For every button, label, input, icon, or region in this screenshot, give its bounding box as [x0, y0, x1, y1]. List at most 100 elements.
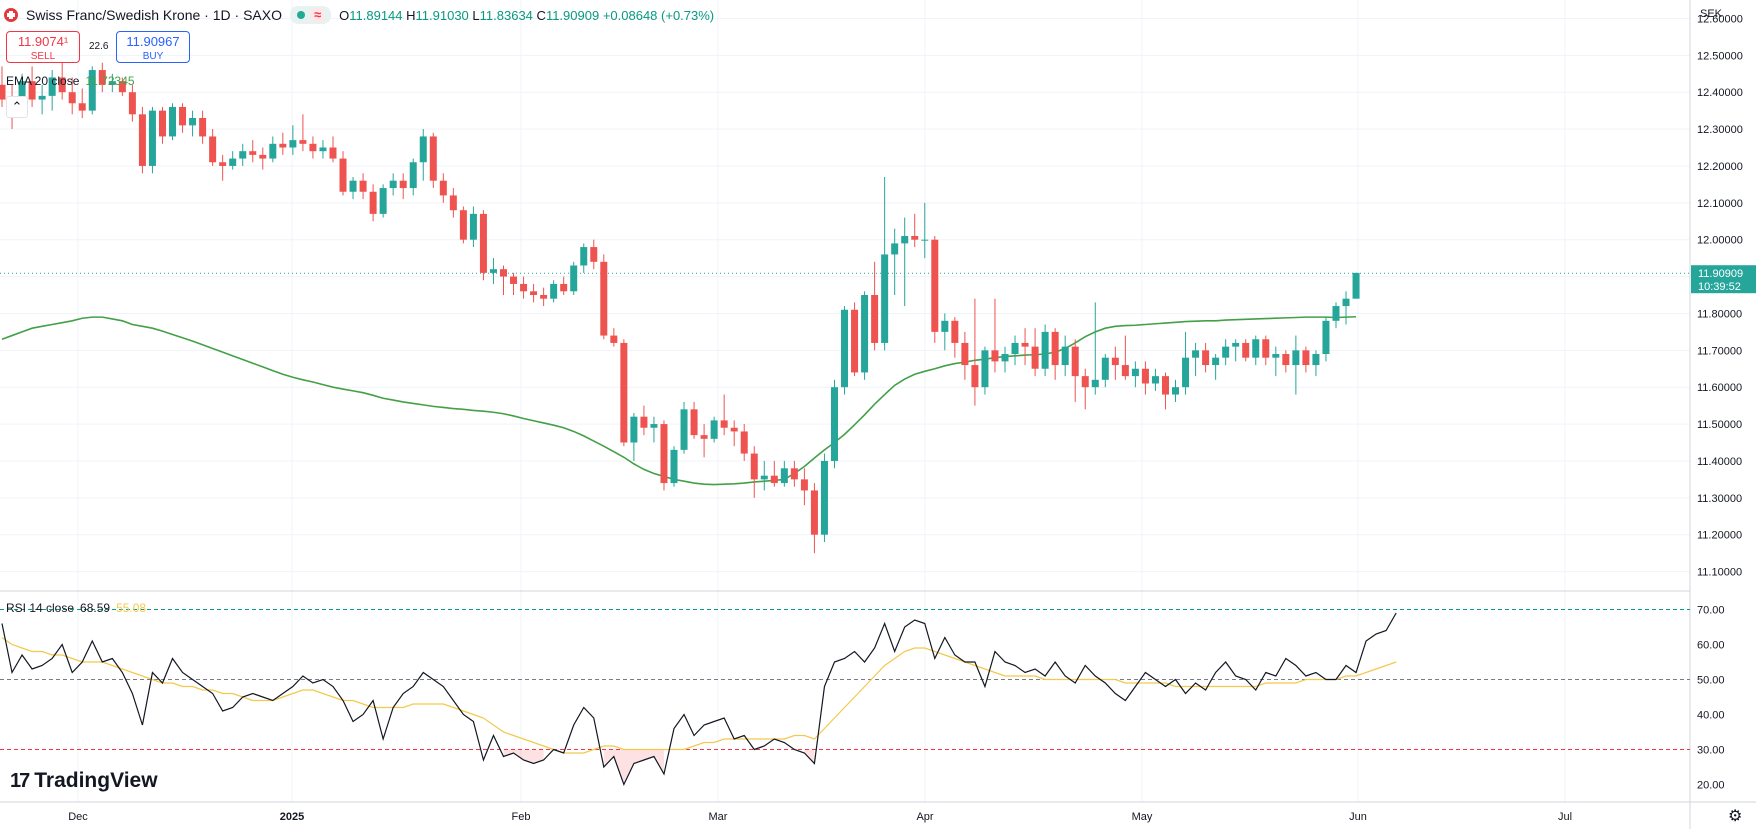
time-tick-label: May: [1132, 811, 1153, 823]
candle-body: [1141, 368, 1149, 384]
candle-body: [1222, 346, 1230, 358]
candle-body: [500, 269, 507, 277]
candle-body: [88, 70, 96, 111]
candle-body: [489, 269, 497, 273]
candle-body: [1021, 342, 1029, 347]
rsi-tick-label: 60.00: [1697, 640, 1725, 652]
candle-body: [780, 468, 788, 484]
rsi-oversold-fill: [804, 749, 815, 764]
price-tick-label: 11.70000: [1697, 345, 1742, 357]
candle-body: [369, 191, 377, 214]
candle-body: [1061, 346, 1069, 366]
candle-body: [1071, 346, 1079, 377]
rsi-label: RSI 14 close: [6, 601, 75, 615]
candle-body: [1282, 354, 1290, 366]
candle-body: [871, 295, 879, 343]
candle-body: [1212, 357, 1220, 366]
candle-body: [219, 162, 227, 166]
time-tick-label: Jun: [1349, 811, 1367, 823]
candle-body: [18, 81, 26, 111]
price-tick-label: 12.60000: [1697, 13, 1743, 25]
candle-body: [570, 265, 578, 292]
time-tick-label: Jul: [1558, 811, 1572, 823]
candle-body: [269, 143, 277, 159]
candle-body: [199, 118, 207, 137]
candle-body: [550, 283, 558, 299]
candle-body: [730, 427, 738, 432]
candle-body: [1302, 350, 1310, 366]
buy-button[interactable]: 11.90967 BUY: [116, 31, 190, 63]
candle-body: [841, 309, 849, 388]
candle-body: [660, 424, 668, 484]
rsi-value: 68.59: [80, 601, 111, 615]
ema-legend[interactable]: EMA 20 close 11.72345: [6, 74, 135, 88]
candle-body: [590, 247, 598, 262]
candle-body: [339, 158, 347, 192]
candle-body: [58, 77, 66, 93]
price-tag-value: 11.90909: [1698, 268, 1743, 280]
candle-body: [189, 118, 197, 126]
sell-price: 11.9074¹: [17, 34, 69, 49]
candle-body: [961, 342, 969, 366]
candle-body: [78, 103, 86, 111]
candle-body: [128, 92, 136, 115]
candle-body: [439, 180, 447, 196]
candle-body: [329, 147, 337, 159]
candle-body: [479, 213, 487, 273]
candle-body: [700, 435, 708, 439]
spread-value: 22.6: [89, 41, 109, 52]
price-tick-label: 12.00000: [1697, 235, 1743, 247]
candle-body: [740, 431, 748, 454]
time-tick-label: Apr: [916, 811, 933, 823]
gear-icon[interactable]: ⚙: [1728, 808, 1743, 825]
candle-body: [861, 295, 869, 373]
rsi-ma-value: 55.08: [116, 601, 147, 615]
candle-body: [229, 158, 237, 166]
candle-body: [1232, 342, 1240, 347]
rsi-tick-label: 40.00: [1697, 710, 1725, 722]
candle-body: [459, 210, 467, 240]
price-tick-label: 12.40000: [1697, 87, 1743, 99]
candle-body: [1172, 387, 1180, 395]
currency-label[interactable]: SEK: [1700, 8, 1723, 20]
rsi-legend[interactable]: RSI 14 close 68.59 55.08: [6, 601, 146, 615]
candle-body: [1151, 376, 1159, 384]
candle-body: [1091, 379, 1099, 388]
sell-button[interactable]: 11.9074¹ SELL: [6, 31, 80, 63]
candle-body: [610, 335, 618, 343]
symbol-title[interactable]: Swiss Franc/Swedish Krone · 1D · SAXO: [26, 7, 282, 23]
candle-body: [1041, 331, 1049, 369]
market-status-pill[interactable]: ≈: [289, 6, 332, 24]
candle-body: [770, 475, 778, 484]
price-tag-countdown: 10:39:52: [1698, 281, 1741, 293]
candle-body: [600, 261, 608, 336]
time-tick-label: Dec: [68, 811, 88, 823]
candle-body: [429, 136, 437, 181]
candle-body: [941, 320, 949, 332]
time-tick-label: Mar: [709, 811, 728, 823]
candle-body: [720, 420, 728, 428]
candle-body: [259, 154, 267, 159]
candle-body: [911, 236, 919, 240]
candle-body: [1081, 376, 1089, 388]
candle-body: [1322, 320, 1330, 354]
candle-body: [1121, 365, 1129, 377]
candle-body: [409, 162, 417, 189]
candle-body: [690, 409, 698, 436]
candle-body: [68, 92, 76, 104]
candle-body: [620, 342, 628, 443]
candle-body: [1312, 354, 1320, 366]
rsi-line: [1, 612, 1397, 787]
candle-body: [48, 77, 56, 96]
candle-body: [1192, 350, 1200, 358]
candle-body: [138, 114, 146, 166]
candle-body: [800, 479, 808, 491]
collapse-chevron-up-icon[interactable]: ⌃: [6, 96, 28, 118]
rsi-tick-label: 70.00: [1697, 605, 1725, 617]
candle-body: [1242, 342, 1250, 358]
candle-body: [810, 490, 818, 535]
candle-body: [319, 147, 327, 152]
price-tick-label: 11.60000: [1697, 382, 1742, 394]
